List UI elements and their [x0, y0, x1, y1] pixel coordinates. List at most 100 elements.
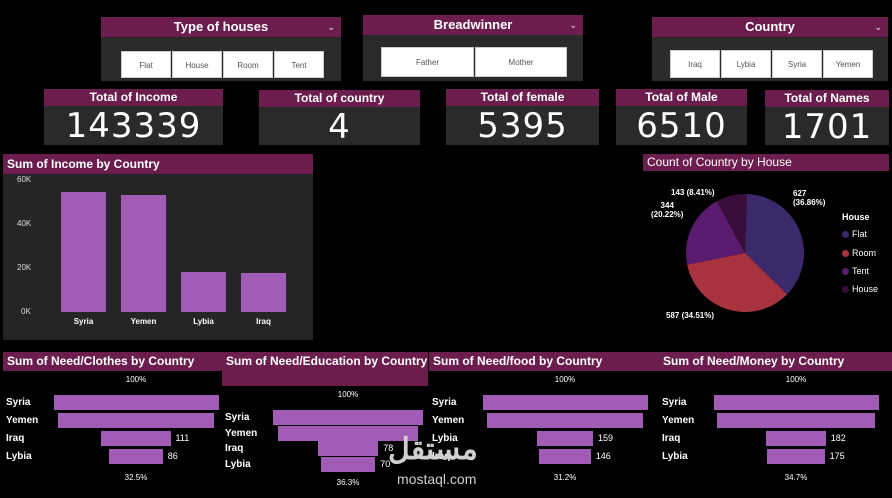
- funnel-bottom-pct: 34.7%: [784, 473, 808, 482]
- funnel-bar[interactable]: [536, 431, 594, 446]
- funnel-bar[interactable]: [273, 410, 423, 425]
- funnel-category: Syria: [662, 397, 687, 408]
- pie-label-room: 587 (34.51%): [666, 311, 715, 320]
- pie-label-tent: 344 (20.22%): [651, 201, 684, 219]
- bar-iraq[interactable]: [241, 272, 286, 312]
- slicer-type-of-houses: Type of houses ⌄ Flat House Room Tent: [101, 17, 341, 81]
- legend-item-flat[interactable]: Flat: [842, 229, 867, 239]
- slicer-option-syria[interactable]: Syria: [772, 50, 822, 78]
- funnel-bar[interactable]: [58, 413, 214, 428]
- funnel-category: Lybia: [662, 451, 688, 462]
- y-tick: 60K: [17, 175, 32, 184]
- slicer-option-yemen[interactable]: Yemen: [823, 50, 873, 78]
- funnel-top-pct: 100%: [337, 390, 359, 399]
- income-bars: Syria Yemen Lybia Iraq: [3, 154, 313, 340]
- funnel-bar[interactable]: [109, 449, 163, 464]
- funnel-clothes-panel: Sum of Need/Clothes by Country 100% Syria…: [3, 352, 222, 498]
- slicer-option-room[interactable]: Room: [223, 51, 273, 78]
- card-label: Total of Names: [765, 90, 889, 107]
- funnel-bottom-pct: 36.3%: [336, 478, 360, 487]
- chart-title: Sum of Need/food by Country: [429, 352, 659, 371]
- funnel-bar[interactable]: [317, 441, 379, 456]
- x-tick: Iraq: [256, 317, 271, 326]
- chart-title: Count of Country by House: [643, 154, 889, 171]
- funnel-category: Iraq: [225, 443, 244, 454]
- legend-item-tent[interactable]: Tent: [842, 266, 869, 276]
- funnel-value: 70: [380, 458, 391, 469]
- funnel-value: 111: [175, 433, 190, 443]
- funnel-category: Lybia: [432, 433, 458, 444]
- chart-title: Sum of Need/Clothes by Country: [3, 352, 222, 371]
- card-label: Total of Male: [616, 89, 747, 106]
- pie-slice-house[interactable]: [716, 194, 747, 253]
- slicer-option-tent[interactable]: Tent: [274, 51, 324, 78]
- bar-syria[interactable]: [61, 192, 106, 312]
- legend-dot: [842, 268, 849, 276]
- slicer-option-lybia[interactable]: Lybia: [721, 50, 771, 78]
- funnel-bar[interactable]: [713, 395, 879, 410]
- pie-chart-panel: Count of Country by House 143 (8.41%) 34…: [643, 154, 889, 340]
- card-total-country: Total of country 4: [259, 90, 420, 147]
- funnel-value: 86: [167, 451, 178, 461]
- card-value: 143339: [65, 106, 202, 146]
- chevron-down-icon[interactable]: ⌄: [569, 20, 577, 30]
- funnel-bar[interactable]: [101, 431, 171, 446]
- legend-dot: [842, 286, 849, 294]
- funnel-education-panel: Sum of Need/Education by Country 100% Syr…: [222, 352, 428, 498]
- funnel-category: Lybia: [6, 451, 32, 462]
- slicer-title: Breadwinner ⌄: [363, 15, 583, 35]
- income-chart-panel: Sum of Income by Country 60K 40K 20K 0K …: [3, 154, 313, 340]
- funnel-bar[interactable]: [278, 425, 418, 441]
- funnel-bar[interactable]: [482, 395, 648, 410]
- pie-slice-room[interactable]: [687, 253, 788, 312]
- card-value: 1701: [781, 107, 873, 147]
- bar-lybia[interactable]: [181, 271, 226, 312]
- slicer-title: Type of houses ⌄: [101, 17, 341, 37]
- bar-yemen[interactable]: [121, 195, 166, 312]
- funnel-bottom-pct: 31.2%: [553, 473, 577, 482]
- pie-slice-tent[interactable]: [686, 201, 745, 265]
- funnel-bar[interactable]: [766, 431, 826, 446]
- legend-item-house[interactable]: House: [842, 284, 878, 294]
- funnel-bar[interactable]: [53, 395, 219, 410]
- funnel-category: Syria: [225, 412, 250, 423]
- funnel-category: Iraq: [432, 451, 451, 462]
- legend-item-room[interactable]: Room: [842, 248, 876, 258]
- slicer-option-mother[interactable]: Mother: [475, 47, 567, 77]
- funnel-bar[interactable]: [320, 456, 376, 472]
- y-tick: 40K: [17, 219, 32, 228]
- slicer-option-iraq[interactable]: Iraq: [670, 50, 720, 78]
- card-label: Total of Income: [44, 89, 223, 106]
- pie-chart: [686, 194, 804, 312]
- funnel-bar[interactable]: [539, 449, 591, 464]
- legend-dot: [842, 250, 849, 258]
- funnel-category: Iraq: [6, 433, 25, 444]
- x-tick: Lybia: [193, 317, 214, 326]
- chart-title: Sum of Need/Education by Country: [222, 352, 428, 386]
- legend-title: House: [842, 212, 870, 222]
- slicer-option-flat[interactable]: Flat: [121, 51, 171, 78]
- slicer-breadwinner: Breadwinner ⌄ Father Mother: [363, 15, 583, 81]
- y-tick: 20K: [17, 263, 32, 272]
- x-tick: Syria: [73, 317, 94, 326]
- card-label: Total of country: [259, 90, 420, 107]
- slicer-option-house[interactable]: House: [172, 51, 222, 78]
- funnel-bar[interactable]: [487, 413, 643, 428]
- slicer-option-father[interactable]: Father: [381, 47, 474, 77]
- funnel-top-pct: 100%: [554, 375, 576, 384]
- slicer-country: Country ⌄ Iraq Lybia Syria Yemen: [652, 17, 888, 81]
- funnel-category: Syria: [432, 397, 457, 408]
- watermark-logo: مستقل: [388, 433, 478, 466]
- card-value: 6510: [636, 106, 727, 146]
- chevron-down-icon[interactable]: ⌄: [327, 22, 335, 32]
- funnel-category: Yemen: [225, 427, 258, 439]
- card-total-female: Total of female 5395: [446, 89, 599, 146]
- funnel-category: Iraq: [662, 433, 681, 444]
- pie-slice-flat[interactable]: [745, 194, 804, 295]
- funnel-value: 146: [595, 451, 611, 461]
- chevron-down-icon[interactable]: ⌄: [874, 22, 882, 32]
- funnel-bar[interactable]: [717, 413, 875, 428]
- funnel-bar[interactable]: [767, 449, 825, 464]
- funnel-category: Syria: [6, 397, 31, 408]
- funnel-category: Lybia: [225, 458, 251, 470]
